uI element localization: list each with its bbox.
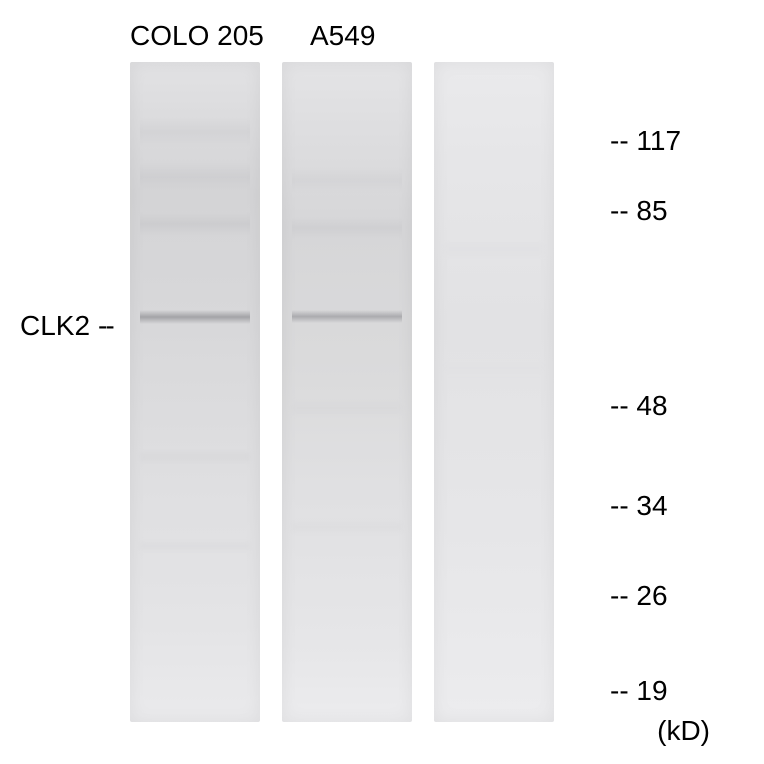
lane-label: COLO 205 <box>130 20 264 52</box>
protein-band <box>292 217 401 239</box>
protein-band <box>140 310 249 324</box>
blot-lanes <box>130 62 560 722</box>
protein-pointer-dash: -- <box>98 310 113 342</box>
protein-band <box>292 310 401 323</box>
mw-marker: -- 117 <box>610 125 681 157</box>
background-noise <box>292 522 401 532</box>
background-noise <box>444 242 545 256</box>
protein-band <box>140 212 249 236</box>
lane-colo-205 <box>130 62 260 722</box>
lane-a549 <box>282 62 412 722</box>
protein-band <box>140 117 249 147</box>
mw-marker: -- 19 <box>610 675 668 707</box>
mw-marker: -- 48 <box>610 390 668 422</box>
background-noise <box>444 362 545 374</box>
protein-band <box>140 162 249 192</box>
western-blot: COLO 205A549 CLK2 -- -- 117-- 85-- 48-- … <box>20 20 740 740</box>
background-noise <box>140 542 249 550</box>
lane-blank <box>434 62 554 722</box>
protein-target-label: CLK2 -- <box>20 310 113 342</box>
mw-marker: -- 85 <box>610 195 668 227</box>
mw-marker: -- 26 <box>610 580 668 612</box>
protein-name: CLK2 <box>20 310 90 342</box>
unit-label: (kD) <box>657 715 710 747</box>
mw-marker-column: -- 117 -- 85 -- 48 -- 34 -- 26 -- 19 <box>610 20 740 740</box>
background-noise <box>140 452 249 462</box>
protein-band <box>292 167 401 193</box>
mw-marker: -- 34 <box>610 490 668 522</box>
background-noise <box>292 402 401 414</box>
lane-label: A549 <box>310 20 375 52</box>
